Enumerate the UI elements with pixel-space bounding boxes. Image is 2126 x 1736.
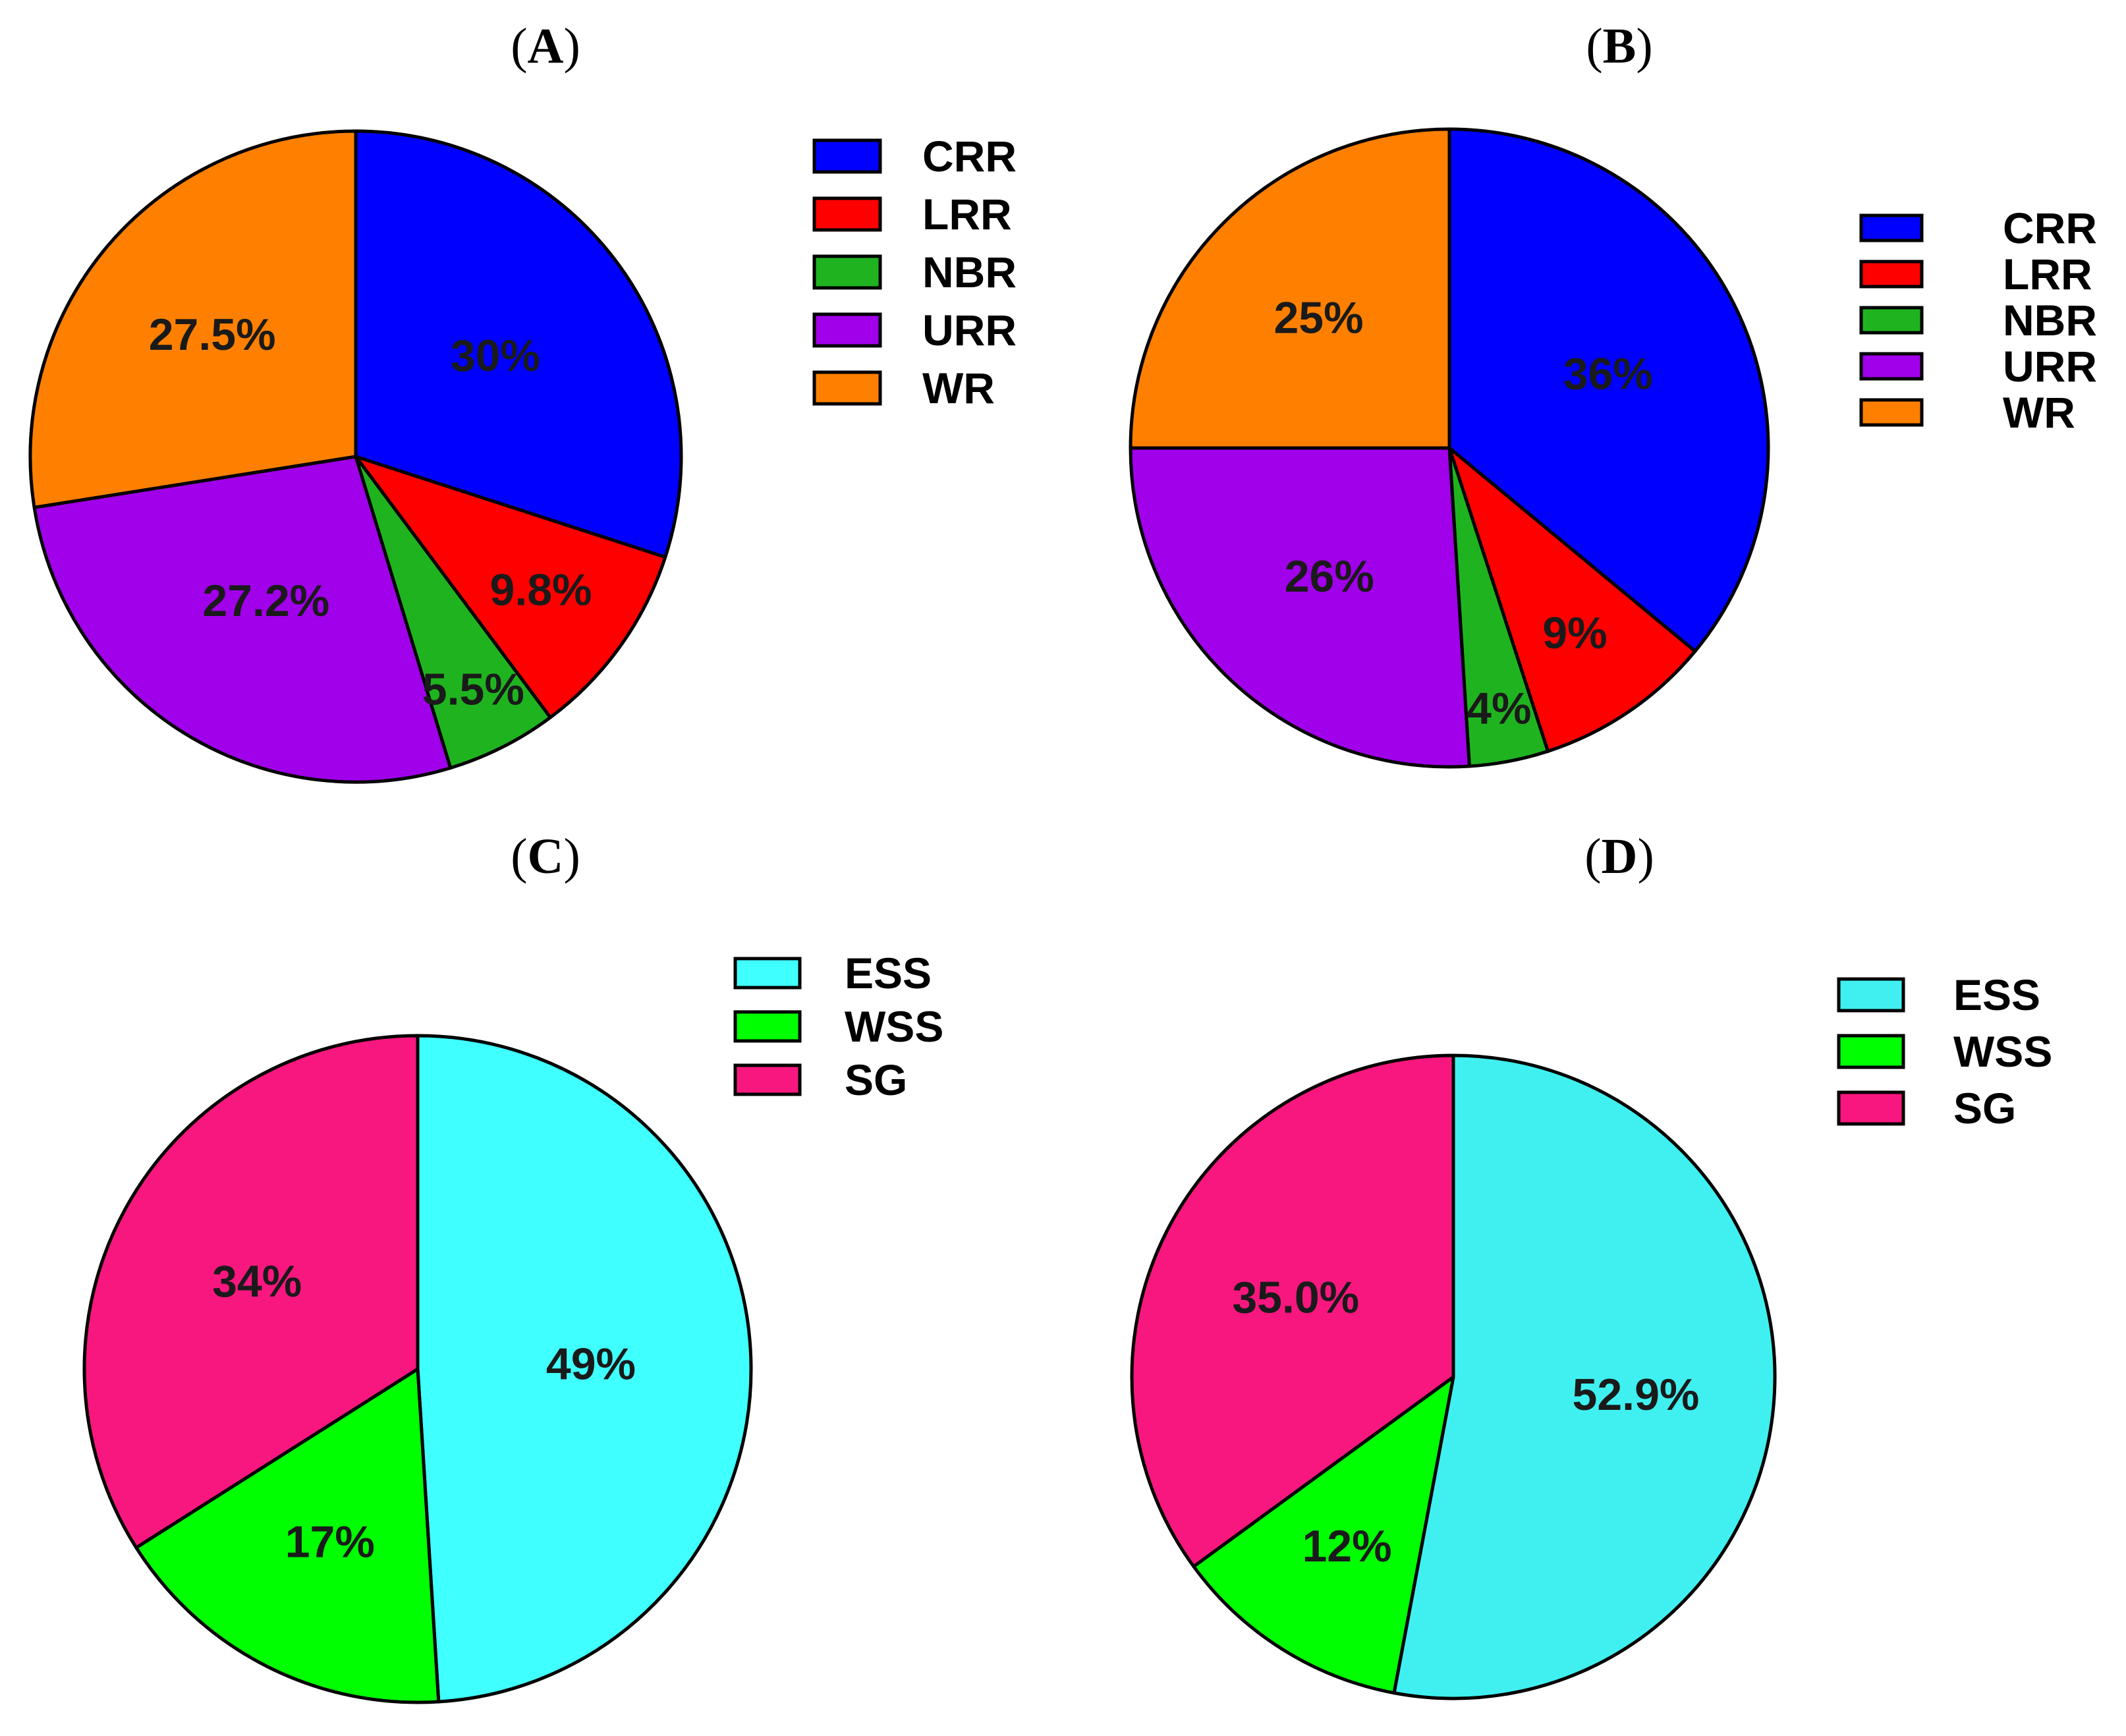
legend-label-urr: URR [2003,342,2097,391]
panel-d-legend: ESS WSS SG [1837,970,2052,1133]
panel-a-slice-labels: 30% 9.8% 5.5% 27.2% 27.5% [149,310,592,715]
legend-swatch-wss [1837,1034,1905,1069]
legend-swatch-wr [812,370,882,406]
panel-d-slice-labels: 52.9% 12% 35.0% [1232,1272,1699,1571]
pie-slice-wr [1129,127,1451,450]
legend-label-urr: URR [922,306,1017,354]
legend-label-wss: WSS [1953,1027,2052,1076]
pie-slice-wr [28,129,358,509]
pie-slice-lrr [354,455,667,719]
legend-label-wr: WR [922,364,995,412]
panel-c-title: (C) [511,829,580,884]
slice-label-nbr: 4% [1467,684,1531,734]
legend-swatch-lrr [1859,260,1924,289]
panel-a-title: (A) [511,18,580,74]
legend-label-crr: CRR [922,132,1017,181]
legend-swatch-crr [1859,213,1924,242]
panel-b-title: (B) [1586,18,1652,74]
legend-label-lrr: LRR [922,190,1012,238]
legend-swatch-urr [812,312,882,348]
pie-slice-urr [32,455,453,784]
legend-swatch-crr [812,138,882,174]
slice-label-crr: 36% [1563,349,1653,399]
slice-label-wss: 17% [285,1517,375,1567]
legend-swatch-wss [733,1010,802,1043]
slice-label-lrr: 9% [1542,608,1607,658]
pie-slice-nbr [354,455,552,770]
legend-swatch-sg [1837,1090,1905,1126]
legend-swatch-wr [1859,398,1924,427]
legend-label-ess: ESS [1953,970,2040,1019]
legend-label-wss: WSS [845,1002,943,1051]
slice-label-crr: 30% [451,331,540,381]
slice-label-lrr: 9.8% [490,565,592,615]
slice-label-urr: 27.2% [202,576,329,626]
pie-slice-ess [416,1034,753,1704]
slice-label-wr: 27.5% [149,310,276,360]
pie-slice-crr [354,129,683,559]
panel-a-pie [28,129,683,784]
panel-d: (D) 52.9% 12% 35.0% ESS WSS SG [1130,829,2052,1700]
panel-c-pie [82,1034,753,1704]
legend-swatch-sg [733,1063,802,1096]
legend-label-nbr: NBR [922,248,1017,296]
pie-slice-lrr [1447,446,1697,753]
legend-swatch-ess [1837,977,1905,1013]
legend-label-sg: SG [1953,1084,2016,1133]
legend-label-wr: WR [2003,388,2075,437]
slice-label-wss: 12% [1302,1521,1391,1571]
slice-label-ess: 52.9% [1573,1370,1700,1420]
panel-a-legend: CRR LRR NBR URR WR [812,132,1017,412]
panel-c-slice-labels: 49% 17% 34% [212,1256,636,1567]
panel-a: (A) 30% 9.8% 5.5% 27.2% 27.5% CRR LRR NBR URR WR [28,18,1017,784]
legend-label-nbr: NBR [2003,296,2097,345]
slice-label-ess: 49% [546,1339,636,1389]
pie-slice-sg [1130,1053,1455,1569]
legend-swatch-urr [1859,352,1924,381]
slice-label-wr: 25% [1273,293,1363,343]
panel-b-slice-labels: 36% 9%4% 26% 25% [1273,293,1652,734]
pie-slice-wss [1192,1375,1455,1695]
panel-d-title: (D) [1584,829,1654,884]
slice-label-sg: 35.0% [1232,1272,1359,1322]
pie-slice-crr [1447,127,1770,654]
legend-label-lrr: LRR [2003,250,2092,298]
legend-label-sg: SG [845,1055,907,1104]
slice-label-nbr: 5.5% [422,665,524,715]
pie-slice-urr [1129,446,1471,769]
panel-d-pie [1130,1053,1777,1700]
legend-swatch-lrr [812,196,882,232]
pie-slice-sg [82,1034,420,1550]
slice-label-urr: 26% [1285,551,1374,602]
legend-swatch-ess [733,957,802,990]
legend-label-crr: CRR [2003,204,2097,252]
slice-label-sg: 34% [212,1256,302,1306]
pie-slice-wss [134,1367,441,1704]
legend-swatch-nbr [1859,306,1924,335]
pie-slice-ess [1392,1053,1777,1700]
legend-label-ess: ESS [845,949,932,997]
legend-swatch-nbr [812,254,882,290]
panel-b-pie [1129,127,1770,769]
